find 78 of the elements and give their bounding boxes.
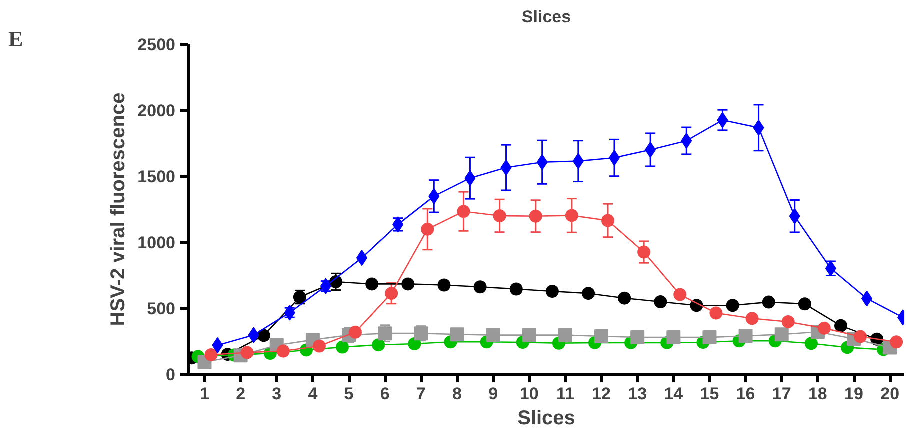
- point: [666, 330, 681, 345]
- point: [738, 329, 753, 344]
- point: [276, 344, 290, 358]
- point: [654, 296, 668, 309]
- point: [366, 278, 379, 291]
- point: [774, 328, 789, 342]
- point: [594, 329, 609, 344]
- point: [349, 326, 362, 339]
- point: [890, 336, 904, 349]
- point: [798, 298, 812, 311]
- x-tick-label: 5: [344, 384, 354, 404]
- point: [558, 328, 572, 342]
- point: [782, 315, 795, 328]
- x-tick-label: 9: [488, 384, 498, 404]
- x-tick-label: 4: [308, 384, 318, 404]
- x-tick-label: 14: [664, 384, 684, 404]
- point: [204, 348, 218, 362]
- point: [372, 338, 386, 352]
- point: [257, 329, 270, 342]
- point: [602, 214, 614, 228]
- y-tick-label: 1500: [138, 168, 176, 186]
- point: [746, 312, 759, 326]
- y-tick-label: 2500: [138, 36, 176, 54]
- point: [762, 296, 776, 309]
- point: [529, 210, 542, 223]
- y-tick-label: 0: [166, 366, 176, 384]
- point: [450, 328, 464, 342]
- x-tick-label: 18: [808, 384, 828, 404]
- y-tick-label: 2000: [138, 102, 176, 120]
- x-tick-label: 3: [272, 384, 282, 404]
- x-tick-label: 15: [700, 384, 720, 404]
- x-tick-label: 2: [236, 384, 246, 404]
- x-axis-title: Slices: [518, 408, 576, 430]
- x-tick-label: 10: [520, 384, 539, 404]
- point: [804, 337, 818, 350]
- chart-title: Slices: [522, 8, 572, 26]
- point: [336, 340, 350, 354]
- x-tick-label: 11: [556, 384, 574, 404]
- point: [582, 287, 596, 300]
- x-tick-label: 7: [416, 384, 426, 404]
- x-tick-label: 19: [844, 384, 864, 404]
- point: [726, 299, 740, 312]
- point: [854, 330, 867, 344]
- point: [618, 292, 632, 305]
- point: [486, 328, 500, 342]
- point: [834, 319, 848, 332]
- point: [421, 222, 434, 236]
- point: [457, 205, 470, 218]
- point: [510, 282, 523, 296]
- point: [638, 246, 651, 259]
- point: [385, 287, 398, 300]
- point: [710, 306, 723, 320]
- x-tick-label: 13: [628, 384, 648, 404]
- point: [674, 288, 687, 302]
- x-tick-label: 20: [880, 384, 900, 404]
- x-tick-label: 1: [200, 384, 210, 404]
- x-tick-label: 16: [736, 384, 756, 404]
- point: [312, 340, 326, 353]
- point: [408, 338, 422, 350]
- point: [702, 330, 717, 345]
- y-tick-label: 500: [147, 300, 176, 318]
- point: [240, 346, 254, 360]
- point: [546, 284, 559, 298]
- text: E: [8, 26, 24, 52]
- y-tick-label: 1000: [138, 234, 176, 252]
- point: [474, 280, 487, 294]
- point: [522, 328, 536, 342]
- x-tick-label: 6: [380, 384, 390, 404]
- point: [818, 322, 831, 335]
- point: [402, 278, 415, 291]
- x-tick-label: 12: [592, 384, 611, 404]
- y-axis-title: HSV-2 viral fluorescence: [108, 92, 130, 326]
- point: [493, 209, 506, 222]
- point: [630, 330, 645, 345]
- point: [565, 209, 578, 222]
- x-tick-label: 8: [452, 384, 462, 404]
- point: [438, 278, 451, 292]
- x-tick-label: 17: [772, 384, 792, 404]
